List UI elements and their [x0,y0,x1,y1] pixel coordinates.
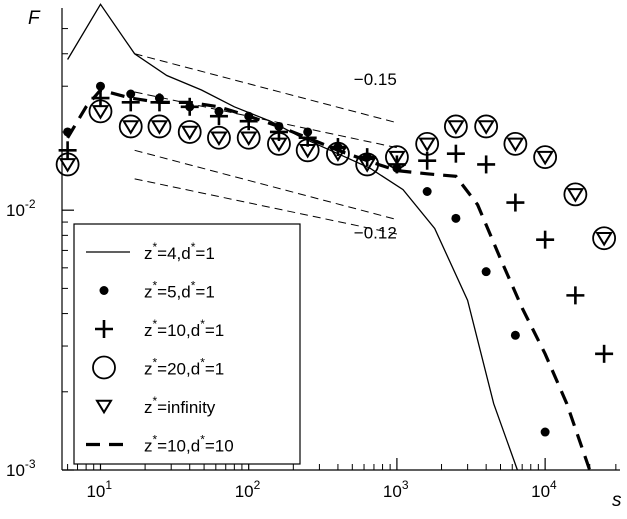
circle-point [443,114,468,139]
plus-point [506,193,525,212]
triangle-point [566,188,585,203]
triangle-point [150,120,169,135]
triangle-point [536,150,554,166]
circle-point [503,131,528,156]
legend-label: z*=4,d*=1 [144,240,215,263]
triangle-point [329,147,347,162]
dashed-series-line [66,88,592,471]
slope-annotation: −0.15 [354,70,397,89]
plus-point [536,230,555,249]
triangle-point [418,137,436,153]
series-3 [55,99,617,251]
circle-point [267,131,291,156]
series-layer [55,3,617,471]
circle-point [207,125,231,150]
triangle-point [121,120,140,135]
series-2 [58,89,614,363]
plus-point [298,128,317,147]
reference-line [134,53,398,124]
triangle-point [91,105,110,120]
annotations-layer: −0.15 −0.12 [354,70,397,243]
x-axis-label: s [612,490,622,511]
triangle-point [388,150,406,166]
circle-point [118,114,143,139]
circle-point [592,226,617,251]
series-5 [66,88,592,471]
y-tick-label: 10-2 [6,197,36,220]
triangle-point [180,125,199,141]
dot-point [510,330,520,340]
x-tick-label: 104 [531,478,557,501]
dot-point [451,213,461,223]
axes-layer: 101 102 103 104 10-3 10-2 Fs [6,8,622,511]
circle-point [295,138,320,163]
circle-point [474,114,499,139]
circle-point [563,182,588,207]
triangle-point [477,120,495,135]
plus-point [180,97,199,116]
dot-point [481,267,491,277]
dot-point [422,187,432,197]
x-tick-label: 102 [235,478,261,501]
circle-point [385,145,409,170]
circle-point [236,125,261,150]
circle-point [415,131,440,156]
plus-point [446,144,465,163]
plus-point [595,344,614,363]
legend: z*=4,d*=1 z*=5,d*=1 z*=10,d*=1 z*=20,d*=1 z*… [73,223,301,465]
legend-label: z*=5,d*=1 [144,279,215,302]
circle-point [88,99,113,124]
legend-swatch-plus [95,320,113,338]
plus-point [566,286,585,305]
triangle-point [595,231,613,247]
slope-annotation: −0.12 [354,224,397,243]
legend-label: z*=10,d*=10 [144,433,234,456]
plus-point [477,155,496,174]
y-axis-label: F [28,8,41,29]
legend-box [73,223,301,465]
triangle-point [58,158,77,173]
circle-point [326,141,350,166]
legend-label: z*=infinity [144,394,216,417]
legend-swatch-dot [99,286,109,295]
plus-point [121,93,140,112]
triangle-point [239,131,258,146]
x-tick-label: 103 [383,478,409,501]
triangle-point [447,120,465,135]
legend-label: z*=20,d*=1 [144,356,224,379]
circle-point [147,114,172,139]
triangle-point [270,137,288,153]
dot-point [95,81,105,91]
y-tick-label: 10-3 [6,457,36,480]
triangle-point [506,137,525,153]
x-tick-label: 101 [86,478,112,501]
triangle-point [210,131,228,146]
dot-point [540,427,550,437]
circle-point [533,145,558,170]
triangle-point [298,144,317,159]
plus-point [58,141,77,160]
legend-swatch-circle [92,355,116,380]
circle-point [55,152,80,177]
reference-line [134,149,398,221]
legend-swatch-triangle [95,399,113,415]
plus-point [209,107,228,126]
reference-line [134,178,398,235]
circle-point [177,120,202,144]
plus-point [328,138,347,157]
legend-label: z*=10,d*=1 [144,317,224,340]
